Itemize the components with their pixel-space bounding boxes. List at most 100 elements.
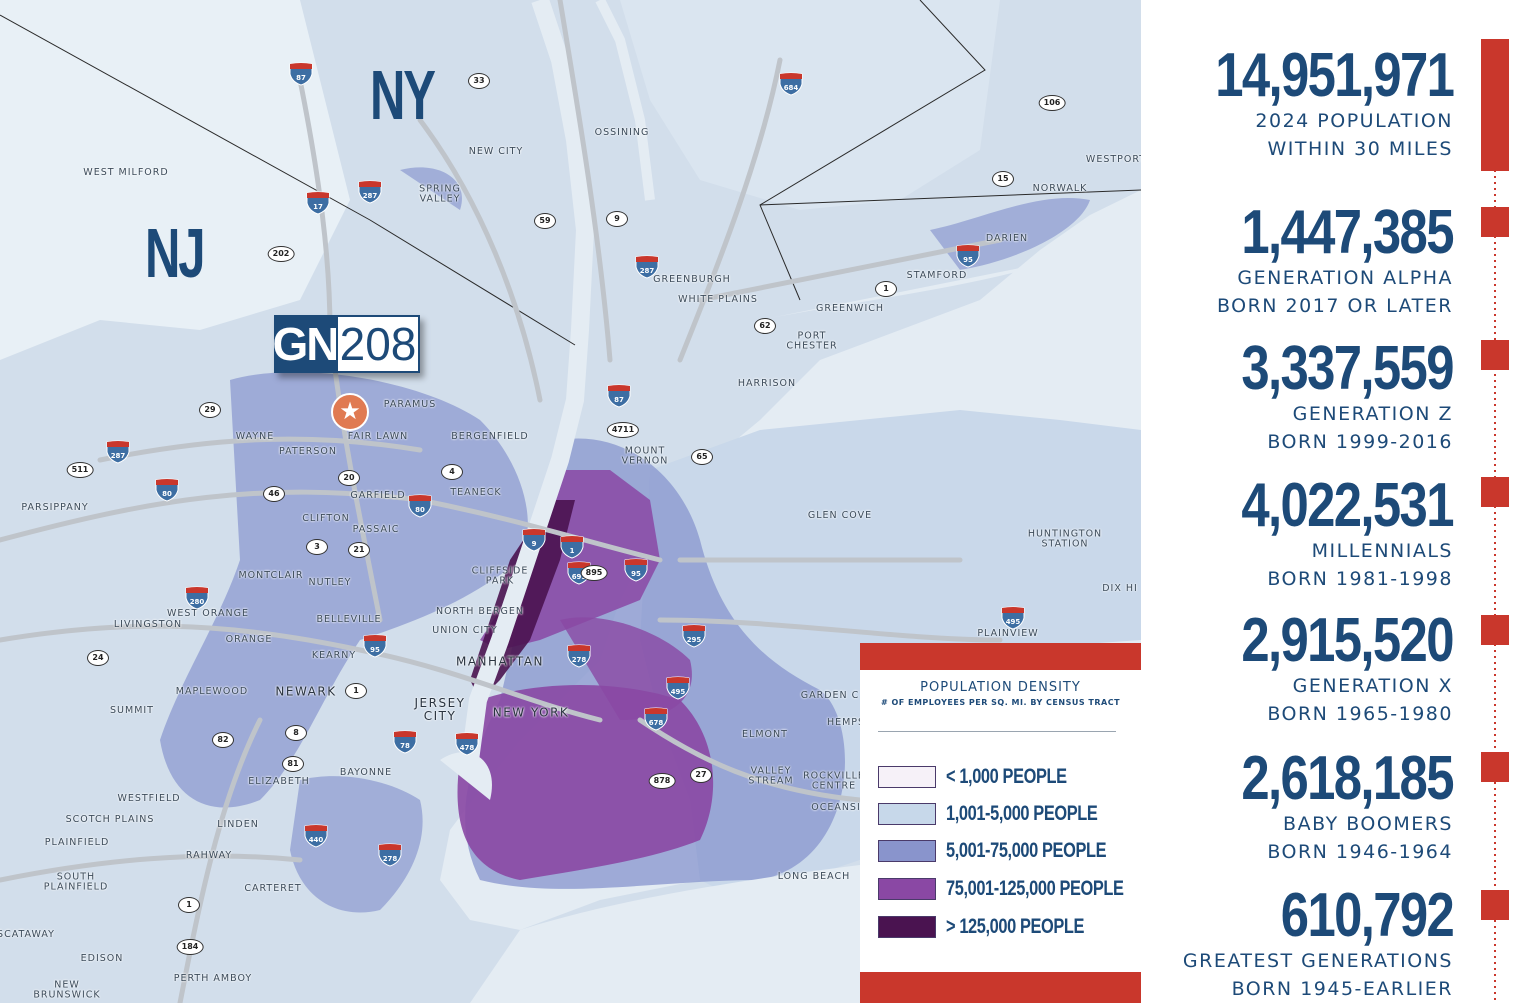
interstate-shield-icon: 95	[956, 244, 980, 268]
interstate-shield-icon: 684	[779, 72, 803, 96]
gn208-logo: GN 208	[273, 315, 420, 373]
place-label-westfield: WESTFIELD	[117, 792, 181, 804]
population-stat: 3,337,559 GENERATION Z BORN 1999-2016	[1195, 338, 1455, 456]
legend-item: < 1,000 PEOPLE	[878, 765, 1101, 789]
route-marker-icon: 1	[178, 897, 200, 913]
legend-bottom-bar	[860, 972, 1141, 1003]
place-label-carteret: CARTERET	[244, 882, 302, 894]
legend-item: 5,001-75,000 PEOPLE	[878, 839, 1141, 863]
population-stat: 1,447,385 GENERATION ALPHA BORN 2017 OR LA…	[1195, 198, 1455, 320]
population-density-map[interactable]: NY NJ GN 208 ★ WEST MILFORD OSSINING NEW C…	[0, 0, 1141, 1003]
svg-text:1: 1	[570, 547, 575, 555]
place-label-hempstead: HEMPS	[826, 716, 866, 728]
nj-density-zone	[160, 372, 528, 808]
legend-swatch	[878, 803, 936, 825]
route-marker-icon: 3	[306, 539, 328, 555]
svg-text:280: 280	[190, 598, 205, 606]
route-marker-icon: 8	[285, 725, 307, 741]
place-label-south-plainfield: SOUTH PLAINFIELD	[43, 871, 109, 893]
route-marker-icon: 511	[66, 462, 94, 478]
svg-text:95: 95	[631, 570, 641, 578]
place-label-kearny: KEARNY	[311, 649, 357, 661]
north-ny-light	[620, 0, 1000, 210]
ny-ct-border	[759, 0, 986, 301]
timeline-marker	[1481, 477, 1509, 507]
interstate-shield-icon: 440	[304, 824, 328, 848]
map-legend: POPULATION DENSITY # OF EMPLOYEES PER SQ…	[860, 643, 1141, 1003]
route-marker-icon: 20	[338, 470, 360, 486]
spring-valley-zone	[400, 167, 462, 210]
place-label-clifton: CLIFTON	[302, 512, 350, 524]
interstate-shield-icon: 9	[522, 528, 546, 552]
stat-label: GENERATION X	[1292, 675, 1453, 697]
route-marker-icon: 46	[263, 486, 285, 502]
svg-text:287: 287	[363, 192, 378, 200]
legend-label: > 125,000 PEOPLE	[946, 915, 1085, 938]
stat-sublabel: BORN 1981-1998	[1267, 568, 1453, 590]
place-label-valley-stream: VALLEY STREAM	[748, 765, 794, 787]
place-label-port-chester: PORT CHESTER	[786, 330, 838, 352]
place-label-mount-vernon: MOUNT VERNON	[621, 445, 669, 467]
svg-text:295: 295	[687, 636, 702, 644]
place-label-norwalk: NORWALK	[1032, 182, 1088, 194]
place-label-jersey-city: JERSEY CITY	[414, 695, 466, 723]
place-label-ossining: OSSINING	[594, 126, 650, 138]
state-label-ny: NY	[370, 56, 436, 134]
place-label-edison: EDISON	[80, 952, 124, 964]
place-label-summit: SUMMIT	[110, 704, 154, 716]
interstate-shield-icon: 678	[644, 707, 668, 731]
route-marker-icon: 33	[468, 73, 490, 89]
place-label-new-brunswick: NEW BRUNSWICK	[33, 979, 101, 1001]
route-marker-icon: 24	[87, 650, 109, 666]
hudson-river	[461, 0, 595, 762]
place-label-new-city: NEW CITY	[468, 145, 524, 157]
place-label-north-bergen: NORTH BERGEN	[435, 605, 525, 617]
route-marker-icon: 1	[875, 281, 897, 297]
stat-value: 1,447,385	[1241, 198, 1455, 267]
legend-divider	[878, 731, 1116, 732]
svg-text:678: 678	[649, 719, 664, 727]
legend-label: < 1,000 PEOPLE	[946, 765, 1067, 788]
place-label-paterson: PATERSON	[279, 445, 337, 457]
site-location-star-icon[interactable]: ★	[331, 393, 369, 431]
interstate-shield-icon: 278	[378, 843, 402, 867]
route-marker-icon: 895	[580, 565, 608, 581]
stat-label: GREATEST GENERATIONS	[1182, 950, 1453, 972]
interstate-shield-icon: 17	[306, 191, 330, 215]
route-marker-icon: 82	[212, 732, 234, 748]
route-marker-icon: 81	[282, 756, 304, 772]
population-stat: 2,915,520 GENERATION X BORN 1965-1980	[1195, 606, 1455, 728]
timeline-marker	[1481, 752, 1509, 782]
timeline-marker	[1481, 890, 1509, 920]
legend-top-bar	[860, 643, 1141, 670]
route-marker-icon: 4	[441, 464, 463, 480]
svg-text:684: 684	[784, 84, 799, 92]
timeline-marker	[1481, 615, 1509, 645]
svg-text:495: 495	[1006, 618, 1021, 626]
place-label-fair-lawn: FAIR LAWN	[347, 430, 409, 442]
interstate-shield-icon: 278	[567, 644, 591, 668]
population-stat: 4,022,531 MILLENNIALS BORN 1981-1998	[1195, 471, 1455, 593]
stat-sublabel: BORN 1999-2016	[1267, 431, 1453, 453]
place-label-perth-amboy: PERTH AMBOY	[173, 972, 253, 984]
interstate-shield-icon: 295	[682, 624, 706, 648]
timeline-marker	[1481, 340, 1509, 370]
interstate-shield-icon: 87	[607, 384, 631, 408]
route-marker-icon: 21	[348, 542, 370, 558]
population-stat: 14,951,971 2024 POPULATION WITHIN 30 MILES	[1163, 41, 1455, 163]
route-marker-icon: 27	[690, 767, 712, 783]
svg-text:95: 95	[963, 256, 973, 264]
stat-value: 14,951,971	[1214, 41, 1455, 110]
legend-swatch	[878, 916, 936, 938]
place-label-harrison: HARRISON	[737, 377, 797, 389]
stat-value: 4,022,531	[1241, 471, 1455, 540]
stat-sublabel: WITHIN 30 MILES	[1267, 138, 1453, 160]
ct-border-east	[759, 189, 1141, 206]
interstate-shield-icon: 1	[560, 535, 584, 559]
route-marker-icon: 15	[992, 171, 1014, 187]
place-label-stamford: STAMFORD	[906, 269, 968, 281]
svg-text:80: 80	[415, 506, 425, 514]
stat-value: 2,915,520	[1241, 606, 1455, 675]
interstate-shield-icon: 78	[393, 730, 417, 754]
place-label-new-york: NEW YORK	[492, 705, 570, 720]
